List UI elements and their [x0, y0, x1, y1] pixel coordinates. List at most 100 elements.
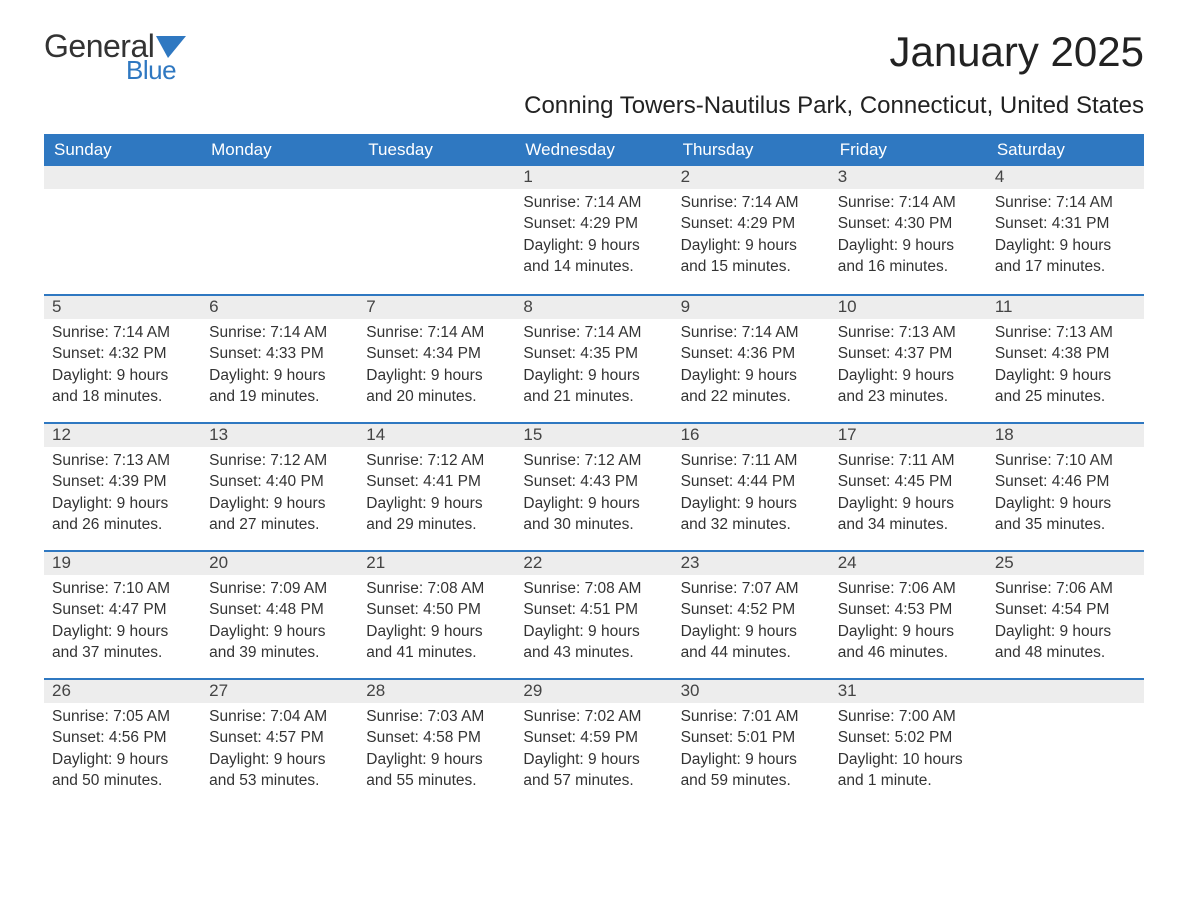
day-number — [358, 166, 515, 189]
daylight1-line: Daylight: 9 hours — [523, 621, 664, 642]
sunset-line: Sunset: 4:36 PM — [681, 343, 822, 364]
sunrise-line: Sunrise: 7:07 AM — [681, 578, 822, 599]
day-details: Sunrise: 7:14 AMSunset: 4:32 PMDaylight:… — [44, 319, 201, 412]
calendar-week-row: 19Sunrise: 7:10 AMSunset: 4:47 PMDayligh… — [44, 550, 1144, 678]
calendar-week-row: 1Sunrise: 7:14 AMSunset: 4:29 PMDaylight… — [44, 166, 1144, 294]
day-details: Sunrise: 7:12 AMSunset: 4:41 PMDaylight:… — [358, 447, 515, 540]
day-number: 16 — [673, 422, 830, 447]
header-row: General Blue January 2025 — [44, 28, 1144, 86]
day-number: 25 — [987, 550, 1144, 575]
daylight1-line: Daylight: 9 hours — [681, 749, 822, 770]
day-details: Sunrise: 7:12 AMSunset: 4:40 PMDaylight:… — [201, 447, 358, 540]
daylight2-line: and 37 minutes. — [52, 642, 193, 663]
day-details: Sunrise: 7:14 AMSunset: 4:30 PMDaylight:… — [830, 189, 987, 282]
sunset-line: Sunset: 4:53 PM — [838, 599, 979, 620]
daylight2-line: and 34 minutes. — [838, 514, 979, 535]
day-number: 11 — [987, 294, 1144, 319]
sunrise-line: Sunrise: 7:00 AM — [838, 706, 979, 727]
sunset-line: Sunset: 4:56 PM — [52, 727, 193, 748]
daylight1-line: Daylight: 9 hours — [838, 621, 979, 642]
daylight1-line: Daylight: 9 hours — [366, 621, 507, 642]
sunrise-line: Sunrise: 7:14 AM — [681, 192, 822, 213]
day-number: 21 — [358, 550, 515, 575]
daylight2-line: and 55 minutes. — [366, 770, 507, 791]
sunset-line: Sunset: 4:48 PM — [209, 599, 350, 620]
daylight2-line: and 46 minutes. — [838, 642, 979, 663]
sunrise-line: Sunrise: 7:08 AM — [523, 578, 664, 599]
daylight2-line: and 17 minutes. — [995, 256, 1136, 277]
sunrise-line: Sunrise: 7:14 AM — [995, 192, 1136, 213]
sunrise-line: Sunrise: 7:09 AM — [209, 578, 350, 599]
daylight1-line: Daylight: 9 hours — [52, 493, 193, 514]
calendar-week-row: 5Sunrise: 7:14 AMSunset: 4:32 PMDaylight… — [44, 294, 1144, 422]
day-details: Sunrise: 7:07 AMSunset: 4:52 PMDaylight:… — [673, 575, 830, 668]
calendar-day-cell — [987, 678, 1144, 806]
calendar-day-cell: 6Sunrise: 7:14 AMSunset: 4:33 PMDaylight… — [201, 294, 358, 422]
day-details: Sunrise: 7:14 AMSunset: 4:36 PMDaylight:… — [673, 319, 830, 412]
weekday-header: Tuesday — [358, 134, 515, 166]
day-number: 17 — [830, 422, 987, 447]
day-number: 9 — [673, 294, 830, 319]
day-number: 2 — [673, 166, 830, 189]
daylight2-line: and 25 minutes. — [995, 386, 1136, 407]
calendar-day-cell: 3Sunrise: 7:14 AMSunset: 4:30 PMDaylight… — [830, 166, 987, 294]
day-details: Sunrise: 7:14 AMSunset: 4:31 PMDaylight:… — [987, 189, 1144, 282]
sunset-line: Sunset: 4:34 PM — [366, 343, 507, 364]
calendar-day-cell: 28Sunrise: 7:03 AMSunset: 4:58 PMDayligh… — [358, 678, 515, 806]
daylight2-line: and 48 minutes. — [995, 642, 1136, 663]
sunrise-line: Sunrise: 7:13 AM — [838, 322, 979, 343]
daylight1-line: Daylight: 9 hours — [209, 621, 350, 642]
sunrise-line: Sunrise: 7:11 AM — [681, 450, 822, 471]
day-number: 5 — [44, 294, 201, 319]
day-details: Sunrise: 7:10 AMSunset: 4:46 PMDaylight:… — [987, 447, 1144, 540]
day-details: Sunrise: 7:06 AMSunset: 4:54 PMDaylight:… — [987, 575, 1144, 668]
day-number: 26 — [44, 678, 201, 703]
sunset-line: Sunset: 4:37 PM — [838, 343, 979, 364]
daylight2-line: and 14 minutes. — [523, 256, 664, 277]
day-details: Sunrise: 7:14 AMSunset: 4:34 PMDaylight:… — [358, 319, 515, 412]
location-subtitle: Conning Towers-Nautilus Park, Connecticu… — [44, 92, 1144, 120]
sunset-line: Sunset: 4:45 PM — [838, 471, 979, 492]
daylight2-line: and 19 minutes. — [209, 386, 350, 407]
calendar-day-cell: 15Sunrise: 7:12 AMSunset: 4:43 PMDayligh… — [515, 422, 672, 550]
daylight2-line: and 30 minutes. — [523, 514, 664, 535]
sunset-line: Sunset: 4:57 PM — [209, 727, 350, 748]
day-details: Sunrise: 7:00 AMSunset: 5:02 PMDaylight:… — [830, 703, 987, 796]
calendar-day-cell: 31Sunrise: 7:00 AMSunset: 5:02 PMDayligh… — [830, 678, 987, 806]
day-number: 4 — [987, 166, 1144, 189]
daylight2-line: and 50 minutes. — [52, 770, 193, 791]
daylight1-line: Daylight: 9 hours — [681, 621, 822, 642]
daylight2-line: and 43 minutes. — [523, 642, 664, 663]
sunrise-line: Sunrise: 7:03 AM — [366, 706, 507, 727]
sunset-line: Sunset: 5:02 PM — [838, 727, 979, 748]
calendar-day-cell: 16Sunrise: 7:11 AMSunset: 4:44 PMDayligh… — [673, 422, 830, 550]
day-number — [44, 166, 201, 189]
weekday-header: Thursday — [673, 134, 830, 166]
day-details: Sunrise: 7:02 AMSunset: 4:59 PMDaylight:… — [515, 703, 672, 796]
calendar-week-row: 12Sunrise: 7:13 AMSunset: 4:39 PMDayligh… — [44, 422, 1144, 550]
day-details: Sunrise: 7:04 AMSunset: 4:57 PMDaylight:… — [201, 703, 358, 796]
calendar-day-cell: 26Sunrise: 7:05 AMSunset: 4:56 PMDayligh… — [44, 678, 201, 806]
daylight2-line: and 18 minutes. — [52, 386, 193, 407]
daylight2-line: and 22 minutes. — [681, 386, 822, 407]
day-number: 19 — [44, 550, 201, 575]
calendar-day-cell — [201, 166, 358, 294]
daylight2-line: and 59 minutes. — [681, 770, 822, 791]
weekday-header: Friday — [830, 134, 987, 166]
sunset-line: Sunset: 4:59 PM — [523, 727, 664, 748]
day-details: Sunrise: 7:11 AMSunset: 4:44 PMDaylight:… — [673, 447, 830, 540]
calendar-day-cell: 4Sunrise: 7:14 AMSunset: 4:31 PMDaylight… — [987, 166, 1144, 294]
sunrise-line: Sunrise: 7:06 AM — [838, 578, 979, 599]
daylight2-line: and 15 minutes. — [681, 256, 822, 277]
day-number: 20 — [201, 550, 358, 575]
daylight1-line: Daylight: 9 hours — [52, 365, 193, 386]
day-number: 22 — [515, 550, 672, 575]
daylight1-line: Daylight: 9 hours — [523, 493, 664, 514]
day-details: Sunrise: 7:08 AMSunset: 4:50 PMDaylight:… — [358, 575, 515, 668]
calendar-day-cell: 9Sunrise: 7:14 AMSunset: 4:36 PMDaylight… — [673, 294, 830, 422]
sunrise-line: Sunrise: 7:13 AM — [52, 450, 193, 471]
daylight2-line: and 44 minutes. — [681, 642, 822, 663]
weekday-header: Wednesday — [515, 134, 672, 166]
day-number: 10 — [830, 294, 987, 319]
day-details: Sunrise: 7:14 AMSunset: 4:33 PMDaylight:… — [201, 319, 358, 412]
